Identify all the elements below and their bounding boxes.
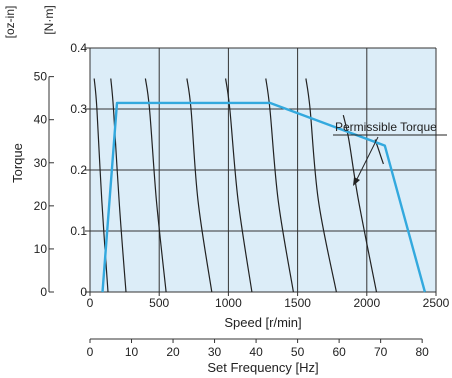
unit-nm: [N·m]	[42, 5, 56, 34]
x2-axis-label: Set Frequency [Hz]	[207, 360, 318, 375]
frequency-tick-label: 60	[332, 345, 346, 359]
torque-curve	[265, 78, 294, 293]
speed-tick-label: 500	[149, 296, 169, 310]
frequency-tick-label: 10	[125, 345, 139, 359]
speed-tick-label: 2500	[423, 296, 450, 310]
oz-tick-label: 20	[34, 199, 48, 213]
frequency-tick-label: 70	[374, 345, 388, 359]
frequency-tick-label: 40	[249, 345, 263, 359]
torque-curve	[186, 78, 213, 293]
torque-curves	[93, 78, 384, 293]
oz-tick-label: 50	[34, 70, 48, 84]
nm-tick-label: 0.3	[70, 102, 87, 116]
annotation-leader	[356, 136, 379, 180]
unit-oz-in: [oz-in]	[3, 6, 17, 39]
oz-tick-label: 30	[34, 156, 48, 170]
torque-curve	[144, 78, 167, 293]
torque-curve	[342, 114, 378, 293]
frequency-tick-label: 50	[291, 345, 305, 359]
frequency-tick-label: 0	[87, 345, 94, 359]
permissible-torque-line	[101, 101, 427, 293]
y-axis-label: Torque	[10, 143, 25, 183]
annotation-arrowhead	[353, 177, 360, 186]
nm-tick-label: 0.1	[70, 224, 87, 238]
speed-tick-label: 0	[87, 296, 94, 310]
nm-tick-label: 0.4	[70, 41, 87, 55]
speed-tick-label: 1500	[284, 296, 311, 310]
nm-tick-label: 0.2	[70, 163, 87, 177]
oz-tick-label: 40	[34, 113, 48, 127]
frequency-tick-label: 20	[166, 345, 180, 359]
oz-tick-label: 0	[40, 285, 47, 299]
frequency-tick-label: 30	[208, 345, 222, 359]
speed-tick-label: 2000	[353, 296, 380, 310]
torque-curve	[110, 78, 127, 293]
speed-tick-label: 1000	[215, 296, 242, 310]
frequency-tick-label: 80	[415, 345, 429, 359]
grid	[90, 47, 437, 292]
oz-tick-label: 10	[34, 242, 48, 256]
axes	[48, 47, 437, 343]
x-axis-label: Speed [r/min]	[224, 315, 301, 330]
torque-curve	[305, 78, 337, 293]
nm-tick-label: 0	[80, 285, 87, 299]
annotation-permissible-torque: Permissible Torque	[335, 120, 437, 134]
permissible-torque-series	[101, 101, 427, 293]
torque-curve	[225, 78, 253, 293]
